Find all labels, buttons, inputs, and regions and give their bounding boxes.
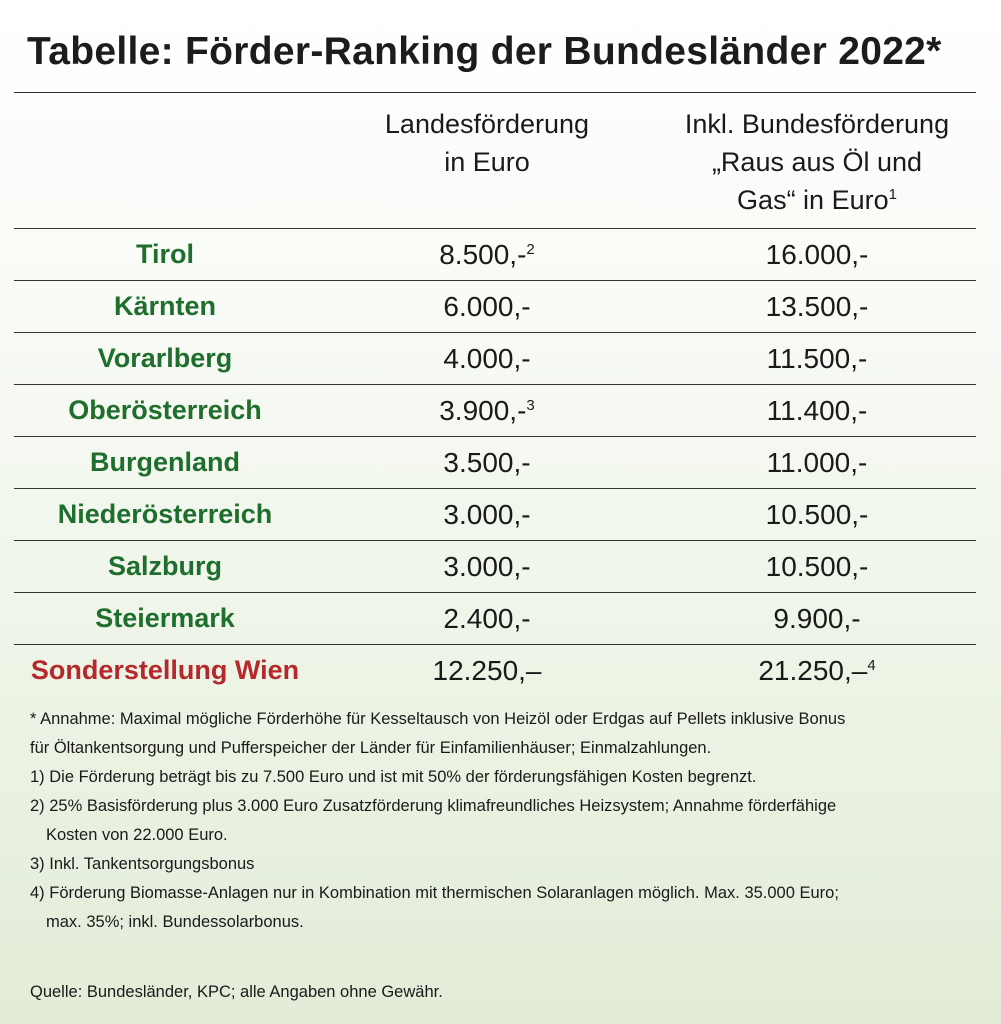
state-name: Oberösterreich [68, 395, 262, 425]
table-row: Kärnten 6.000,- 13.500,- [14, 281, 976, 333]
landesfoerderung-value: 4.000,- [443, 343, 531, 374]
landesfoerderung-value: 3.500,- [443, 447, 531, 478]
table-row: Vorarlberg 4.000,- 11.500,- [14, 333, 976, 385]
header-bundesfoerderung: Inkl. Bundesförderung „Raus aus Öl und G… [684, 109, 950, 215]
source-note: Quelle: Bundesländer, KPC; alle Angaben … [30, 983, 443, 1001]
landesfoerderung-value: 2.400,- [443, 603, 531, 634]
state-name: Burgenland [89, 447, 240, 477]
table-header: Landesförderung in Euro Inkl. Bundesförd… [14, 93, 976, 229]
table-row: Tirol 8.500,-2 16.000,- [14, 229, 976, 281]
table-title: Tabelle: Förder-Ranking der Bundesländer… [27, 30, 942, 73]
bundesfoerderung-value: 11.000,- [766, 447, 868, 478]
table-row: Salzburg 3.000,- 10.500,- [14, 541, 976, 593]
state-name: Salzburg [107, 551, 222, 581]
table-row: Steiermark 2.400,- 9.900,- [14, 593, 976, 645]
ranking-table: Landesförderung in Euro Inkl. Bundesförd… [14, 92, 976, 696]
header-landesfoerderung: Landesförderung in Euro [384, 109, 590, 177]
landesfoerderung-value: 3.900,-3 [439, 395, 535, 426]
bundesfoerderung-value: 21.250,–4 [758, 655, 876, 686]
footnote-2: 2) 25% Basisförderung plus 3.000 Euro Zu… [30, 797, 837, 844]
table-row: Oberösterreich 3.900,-3 11.400,- [14, 385, 976, 437]
state-name: Kärnten [113, 291, 216, 321]
bundesfoerderung-value: 11.500,- [766, 343, 868, 374]
landesfoerderung-value: 3.000,- [443, 499, 531, 530]
footnote-3: 3) Inkl. Tankentsorgungsbonus [30, 855, 255, 873]
table-row: Burgenland 3.500,- 11.000,- [14, 437, 976, 489]
footnote-ref: 2 [526, 241, 535, 258]
bundesfoerderung-value: 10.500,- [765, 551, 869, 582]
state-name: Niederösterreich [57, 499, 273, 529]
bundesfoerderung-value: 10.500,- [765, 499, 869, 530]
table-row: Sonderstellung Wien 12.250,– 21.250,–4 [14, 645, 976, 696]
state-name: Tirol [135, 239, 194, 269]
landesfoerderung-value: 12.250,– [432, 655, 542, 686]
table-row: Niederösterreich 3.000,- 10.500,- [14, 489, 976, 541]
bundesfoerderung-value: 16.000,- [765, 239, 869, 270]
footnote-ref: 3 [526, 397, 535, 414]
footnote-ref: 4 [867, 657, 876, 674]
bundesfoerderung-value: 13.500,- [765, 291, 869, 322]
state-name: Vorarlberg [97, 343, 233, 373]
footnote-1: 1) Die Förderung beträgt bis zu 7.500 Eu… [30, 768, 757, 786]
bundesfoerderung-value: 11.400,- [766, 395, 868, 426]
state-name: Steiermark [95, 603, 235, 633]
landesfoerderung-value: 6.000,- [443, 291, 531, 322]
footnote-4: 4) Förderung Biomasse-Anlagen nur in Kom… [30, 884, 839, 931]
footnote-star: * Annahme: Maximal mögliche Förderhöhe f… [30, 710, 846, 757]
bundesfoerderung-value: 9.900,- [773, 603, 861, 634]
landesfoerderung-value: 8.500,-2 [439, 239, 535, 270]
landesfoerderung-value: 3.000,- [443, 551, 531, 582]
footnotes: * Annahme: Maximal mögliche Förderhöhe f… [30, 705, 970, 937]
state-name: Sonderstellung Wien [30, 655, 300, 685]
